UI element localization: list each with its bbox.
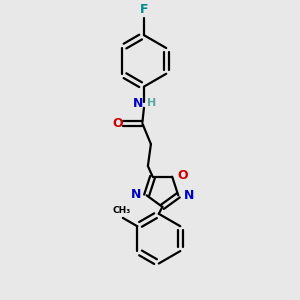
Text: N: N bbox=[133, 98, 144, 110]
Text: N: N bbox=[184, 189, 194, 202]
Text: CH₃: CH₃ bbox=[112, 206, 130, 215]
Text: F: F bbox=[140, 3, 148, 16]
Text: O: O bbox=[178, 169, 188, 182]
Text: N: N bbox=[131, 188, 141, 201]
Text: H: H bbox=[147, 98, 156, 108]
Text: O: O bbox=[112, 117, 123, 130]
